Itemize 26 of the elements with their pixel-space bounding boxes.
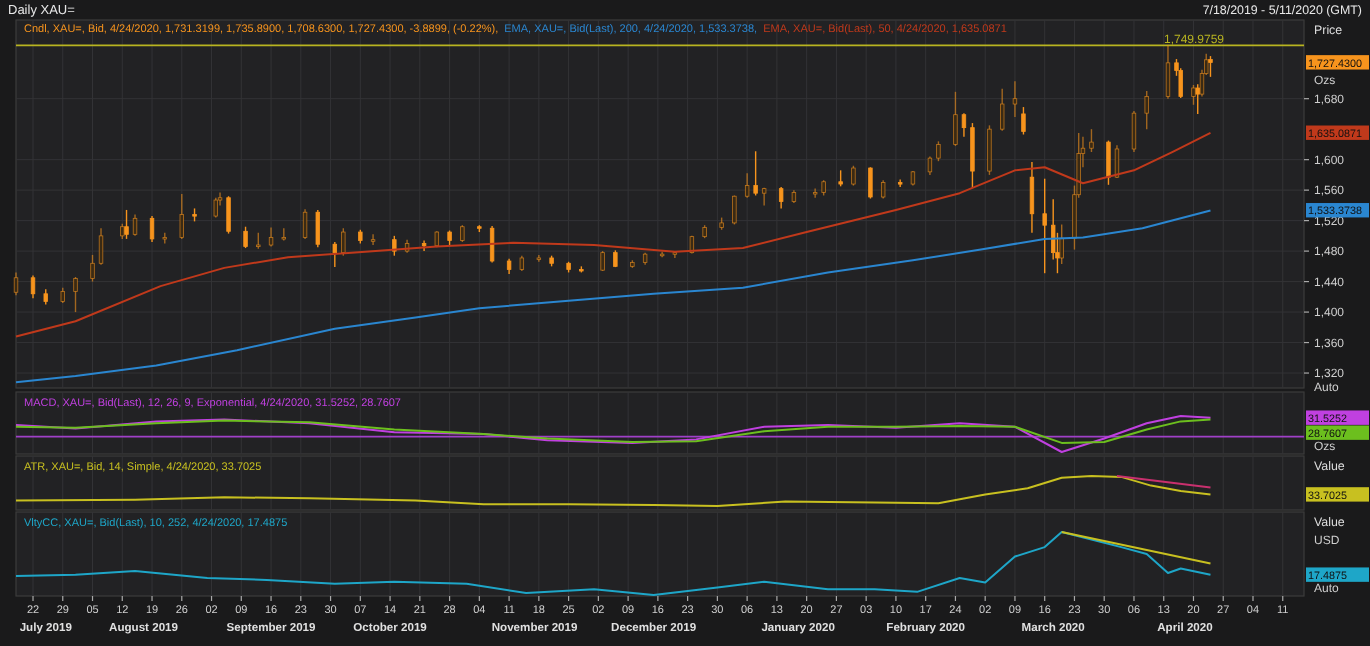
candlestick	[961, 112, 967, 138]
candlestick	[315, 209, 321, 248]
candlestick	[392, 235, 397, 257]
candlestick	[1178, 67, 1183, 99]
candlestick	[897, 178, 903, 188]
candlestick	[30, 274, 36, 300]
candlestick	[868, 166, 873, 200]
candlestick	[124, 209, 129, 240]
candlestick	[226, 195, 231, 235]
candlestick	[1029, 161, 1035, 234]
candlestick	[753, 150, 758, 197]
line-series	[15, 209, 1212, 384]
candlestick	[970, 122, 975, 189]
candlestick	[812, 187, 818, 199]
candlestick	[370, 233, 376, 246]
candlestick	[332, 241, 338, 268]
line-series	[15, 131, 1212, 338]
candlestick	[1208, 55, 1213, 78]
candlestick	[489, 225, 495, 264]
candlestick	[778, 186, 784, 210]
candlestick	[281, 227, 286, 242]
candlestick	[243, 226, 248, 249]
candlestick	[149, 215, 155, 243]
candlestick	[1042, 178, 1047, 274]
candlestick	[1106, 139, 1111, 186]
candlestick	[1021, 106, 1026, 136]
